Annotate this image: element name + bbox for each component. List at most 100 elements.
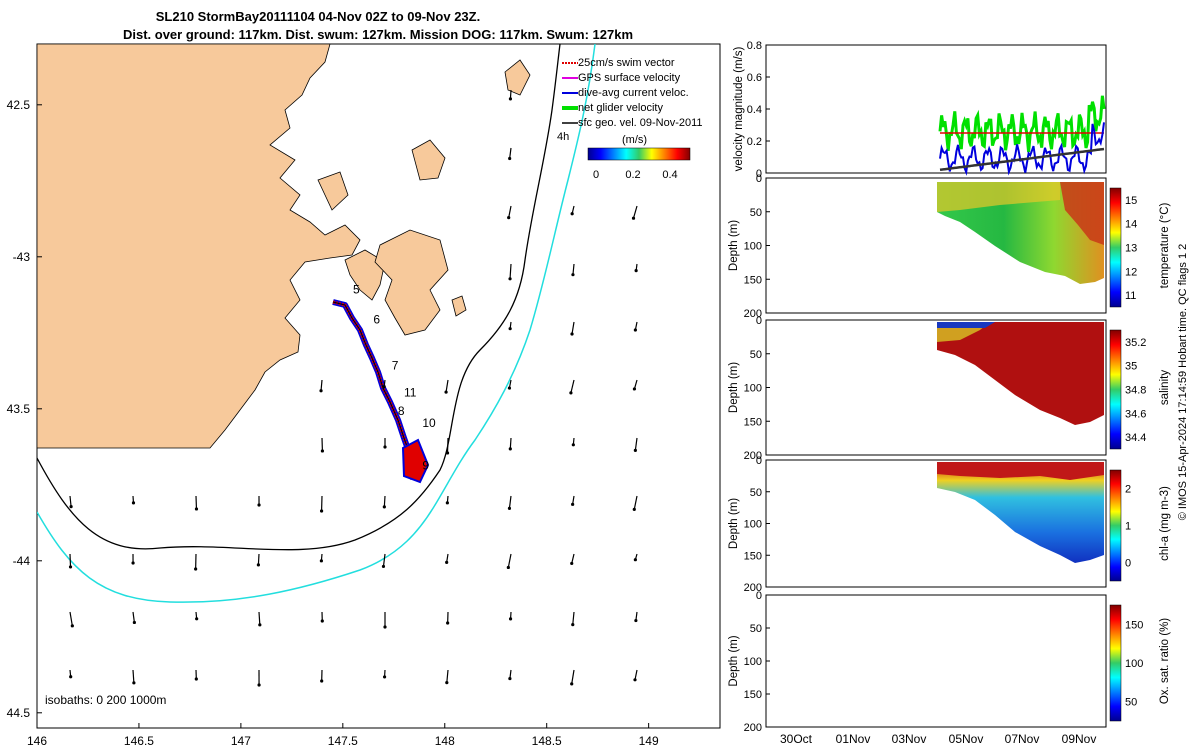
vector-arrow-head [382, 675, 387, 679]
map-xtick-label: 147.5 [328, 734, 358, 748]
depth-tick-label: 0 [756, 315, 762, 327]
legend-swim: 25cm/s swim vector [578, 57, 675, 69]
colorbar-tick-label: 0 [1125, 558, 1131, 570]
vector-arrow-head [633, 328, 637, 332]
track-day-label: 8 [398, 404, 405, 418]
map-xtick-label: 146.5 [124, 734, 154, 748]
velocity-ytick-label: 0.8 [747, 40, 762, 52]
vector-arrow [509, 263, 512, 279]
track-day-label: 10 [422, 416, 436, 430]
vector-arrow-head [382, 385, 386, 389]
vector-arrow [382, 553, 386, 567]
vector-arrow-head [132, 620, 136, 625]
colorbar-tick-0.2: 0.2 [625, 169, 640, 181]
vector-arrow [507, 553, 512, 568]
sfc-geo-vel-arrows [68, 89, 638, 687]
oxygen-frame [765, 594, 1107, 728]
chla-section [937, 462, 1104, 563]
vector-arrow-head [569, 391, 573, 395]
depth-tick-label: 100 [744, 241, 762, 253]
velocity-ytick-label: 0.6 [747, 72, 762, 84]
land-mainland [37, 44, 361, 449]
depth-tick-label: 150 [744, 416, 762, 428]
vector-arrow [632, 205, 638, 219]
velocity-colorbar [587, 147, 691, 161]
vector-arrow-head [69, 505, 73, 509]
vector-arrow-head [570, 682, 574, 686]
vector-arrow [69, 495, 72, 507]
vector-arrow-head [445, 681, 449, 685]
profile-colorbar [1109, 187, 1122, 308]
track-day-label: 6 [373, 313, 380, 327]
depth-tick-label: 200 [744, 582, 762, 594]
vector-arrow-head [257, 503, 261, 507]
vector-arrow-head [508, 327, 512, 331]
vector-arrow-head [571, 623, 575, 627]
track-day-labels: 5 6 7 11 8 10 9 [353, 282, 436, 472]
depth-tick-label: 50 [750, 487, 762, 499]
map-ytick-label: -43 [13, 250, 31, 264]
depth-ylabel: Depth (m) [728, 498, 740, 549]
vector-arrow-head [382, 505, 386, 509]
map-ytick-label: 44.5 [7, 706, 31, 720]
vector-arrow [445, 379, 449, 393]
vector-arrow [446, 669, 449, 683]
depth-tick-label: 100 [744, 383, 762, 395]
date-axis: 30Oct 01Nov 03Nov 05Nov 07Nov 09Nov [780, 732, 1096, 746]
colorbar-label: Ox. sat. ratio (%) [1159, 618, 1171, 704]
colorbar-tick-label: 2 [1125, 484, 1131, 496]
vector-arrow-head [445, 451, 450, 455]
depth-tick-label: 0 [756, 173, 762, 185]
vector-arrow-head [508, 156, 512, 161]
vector-arrow [257, 553, 260, 565]
depth-ylabel: Depth (m) [728, 635, 740, 686]
vector-arrow-head [507, 386, 512, 390]
map-ytick-label: -44 [13, 554, 31, 568]
velocity-axis: 0 0.2 0.4 0.6 0.8 [747, 40, 770, 180]
map-ytick-label: 43.5 [7, 402, 31, 416]
vector-arrow-head [444, 390, 448, 394]
vector-arrow-head [633, 448, 637, 452]
vector-arrow [634, 437, 638, 451]
profile-colorbar [1109, 604, 1122, 722]
vector-arrow-head [319, 389, 323, 393]
map-xtick-label: 147 [231, 734, 251, 748]
vector-arrow-head [383, 625, 387, 629]
depth-tick-label: 0 [756, 455, 762, 467]
vector-arrow-head [570, 212, 574, 216]
colorbar-tick-label: 34.8 [1125, 385, 1146, 397]
date-tick-07nov: 07Nov [1005, 732, 1040, 746]
colorbar-tick-label: 15 [1125, 195, 1137, 207]
legend-4h: 4h [557, 131, 569, 143]
oxygen-panel [765, 594, 1107, 728]
vector-arrow-head [570, 332, 574, 336]
colorbar-tick-label: 50 [1125, 697, 1137, 709]
vector-arrow-head [508, 277, 512, 281]
vector-arrow [69, 611, 73, 626]
depth-tick-label: 0 [756, 590, 762, 602]
velocity-ytick-label: 0 [756, 168, 762, 180]
vector-arrow-head [383, 445, 387, 449]
depth-tick-label: 100 [744, 519, 762, 531]
vector-arrow [320, 379, 323, 391]
vector-arrow-head [131, 561, 135, 565]
salinity-section [937, 322, 1104, 425]
depth-tick-label: 150 [744, 274, 762, 286]
vector-arrow-head [194, 677, 198, 681]
depth-tick-label: 150 [744, 550, 762, 562]
temperature-surface-warm [937, 182, 1060, 212]
vector-arrow-head [257, 683, 261, 687]
vector-arrow [571, 321, 575, 335]
vector-arrow [258, 611, 261, 625]
colorbar-tick-label: 14 [1125, 219, 1137, 231]
vector-arrow [508, 495, 512, 509]
sfc-geo-velocity-line [939, 147, 1105, 172]
vector-arrow-head [633, 558, 637, 562]
vector-arrow [508, 205, 512, 218]
colorbar-tick-label: 35 [1125, 361, 1137, 373]
vector-arrow [634, 669, 638, 680]
vector-arrow-head [446, 621, 450, 625]
track-end-blob [401, 438, 430, 484]
velocity-series [938, 95, 1106, 176]
